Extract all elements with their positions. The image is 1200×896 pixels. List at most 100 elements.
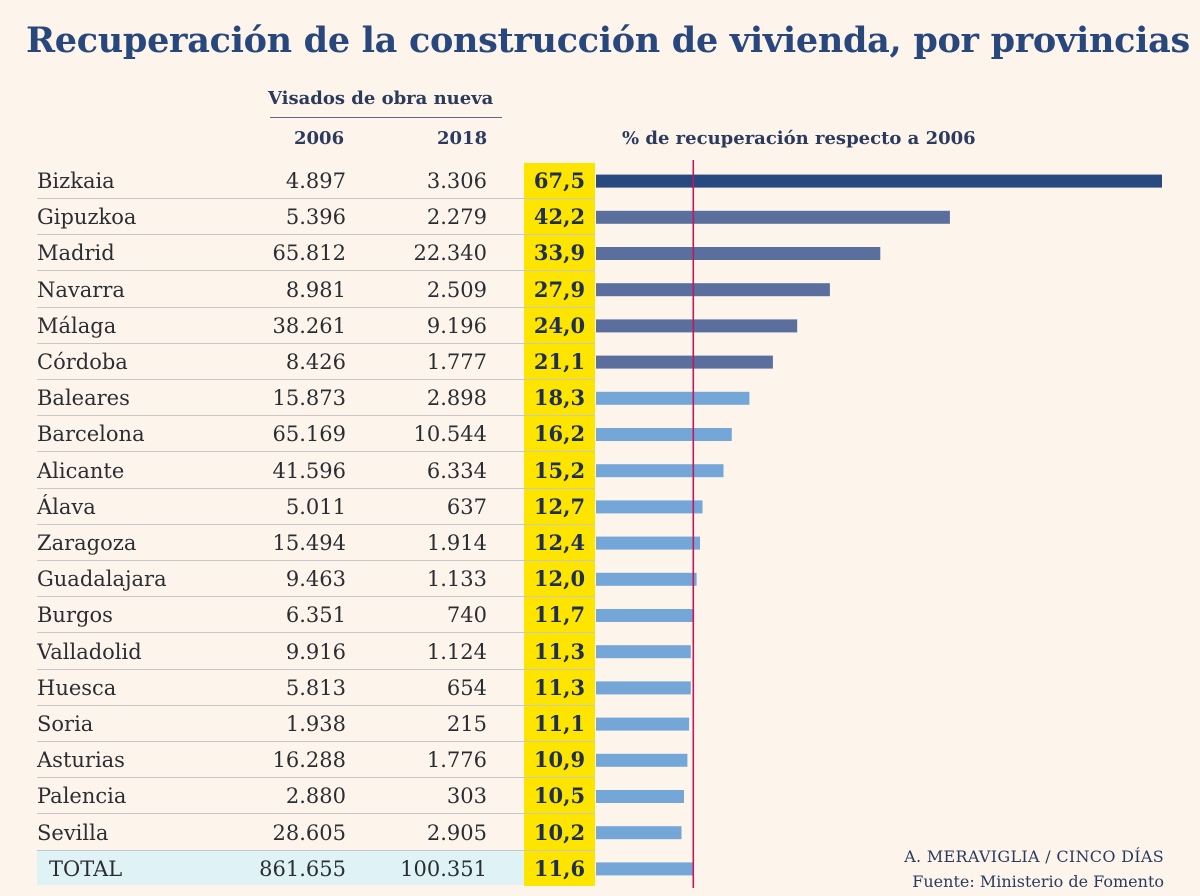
row-divider — [37, 777, 595, 779]
bar-madrid — [596, 247, 881, 260]
bar-navarra — [596, 283, 830, 297]
value-2018: 303 — [446, 784, 487, 809]
table-row: Madrid 65.812 22.340 33,9 — [37, 235, 595, 272]
pct-value: 16,2 — [533, 421, 586, 447]
pct-value: 24,0 — [533, 312, 586, 338]
row-divider — [37, 849, 595, 851]
row-divider — [37, 270, 595, 272]
value-2006: 8.426 — [285, 350, 346, 374]
bar-baleares — [596, 391, 750, 405]
value-2006: 38.261 — [272, 313, 346, 338]
value-2018: 2.279 — [426, 205, 487, 230]
value-2018: 215 — [446, 712, 487, 736]
province-name: Navarra — [37, 277, 125, 302]
value-2006: 2.880 — [285, 784, 346, 809]
province-name: Córdoba — [37, 350, 128, 374]
value-2018: 10.544 — [413, 422, 487, 447]
value-2018: 1.133 — [426, 567, 487, 592]
value-2018: 1.777 — [426, 350, 487, 374]
province-name: Baleares — [37, 386, 130, 411]
value-2006: 65.812 — [272, 241, 346, 266]
value-2018: 1.914 — [426, 531, 487, 555]
value-2006: 1.938 — [285, 712, 346, 736]
table-row: Bizkaia 4.897 3.306 67,5 — [37, 163, 595, 199]
value-2006: 6.351 — [285, 603, 346, 628]
pct-value: 11,3 — [533, 674, 586, 700]
pct-value: 21,1 — [533, 349, 586, 374]
table-row: Burgos 6.351 740 11,7 — [37, 597, 595, 634]
table-row: Sevilla 28.605 2.905 10,2 — [37, 815, 595, 851]
table-row: Navarra 8.981 2.509 27,9 — [37, 272, 595, 308]
province-name: Burgos — [37, 603, 113, 628]
header-2006: 2006 — [294, 128, 345, 149]
table-row: Huesca 5.813 654 11,3 — [37, 670, 595, 706]
row-divider — [37, 523, 595, 525]
row-divider — [37, 704, 595, 706]
pct-value: 27,9 — [533, 276, 586, 302]
bar-gipuzkoa — [596, 210, 950, 224]
header-pct: % de recuperación respecto a 2006 — [622, 128, 976, 149]
province-name: Álava — [37, 494, 96, 519]
bar-soria — [596, 717, 690, 731]
value-2018: 2.905 — [426, 820, 487, 845]
province-name: Zaragoza — [37, 531, 137, 555]
province-name: Alicante — [37, 458, 125, 483]
row-divider — [37, 813, 595, 815]
value-2018: 1.776 — [426, 748, 487, 773]
value-2006: 5.396 — [285, 205, 346, 230]
value-2018: 6.334 — [426, 458, 487, 483]
province-name: Málaga — [37, 313, 117, 338]
row-divider — [37, 487, 595, 489]
province-name: Sevilla — [37, 820, 109, 845]
bar-alicante — [596, 464, 724, 478]
pct-value: 67,5 — [533, 168, 586, 193]
value-2006: 41.596 — [272, 458, 346, 483]
province-name: Asturias — [37, 748, 125, 773]
province-name: Gipuzkoa — [37, 205, 137, 230]
table-row: Soria 1.938 215 11,1 — [37, 706, 595, 742]
pct-value: 12,0 — [533, 566, 586, 592]
row-divider — [37, 668, 595, 670]
bar-palencia — [596, 790, 684, 803]
header-2018: 2018 — [437, 128, 488, 149]
table-row: Guadalajara 9.463 1.133 12,0 — [37, 561, 595, 598]
bar-málaga — [596, 319, 798, 333]
pct-value: 11,1 — [533, 711, 586, 736]
value-2006: 8.981 — [285, 277, 346, 302]
bar-burgos — [596, 609, 695, 622]
table-row: Baleares 15.873 2.898 18,3 — [37, 380, 595, 417]
row-divider — [37, 415, 595, 417]
province-name: Huesca — [37, 675, 117, 700]
row-divider — [37, 379, 595, 380]
pct-value: 18,3 — [533, 385, 586, 411]
bar-guadalajara — [596, 572, 697, 586]
bar-córdoba — [596, 355, 773, 369]
table-row: Gipuzkoa 5.396 2.279 42,2 — [37, 199, 595, 236]
province-name: TOTAL — [49, 856, 123, 881]
value-2006: 9.463 — [285, 567, 346, 592]
value-2018: 654 — [446, 675, 487, 700]
value-2006: 15.873 — [272, 386, 346, 411]
table-row: Álava 5.011 637 12,7 — [37, 489, 595, 525]
value-2018: 637 — [446, 494, 487, 519]
chart-title: Recuperación de la construcción de vivie… — [26, 20, 1190, 61]
pct-value: 10,5 — [533, 783, 586, 809]
value-2018: 22.340 — [413, 241, 487, 266]
row-divider — [37, 306, 595, 308]
pct-value: 42,2 — [533, 204, 586, 230]
pct-value: 12,7 — [533, 493, 586, 519]
table-row: Barcelona 65.169 10.544 16,2 — [37, 416, 595, 453]
pct-value: 12,4 — [533, 530, 586, 555]
bar-barcelona — [596, 428, 732, 441]
value-2006: 5.813 — [285, 675, 346, 700]
table-row: Córdoba 8.426 1.777 21,1 — [37, 344, 595, 380]
total-row: TOTAL 861.655 100.351 11,6 — [37, 851, 595, 887]
table-row: Valladolid 9.916 1.124 11,3 — [37, 634, 595, 670]
value-2006: 4.897 — [285, 169, 346, 193]
total-row-background — [37, 850, 524, 885]
value-2018: 1.124 — [426, 639, 487, 664]
value-2018: 740 — [446, 603, 487, 628]
bar-sevilla — [596, 826, 682, 840]
value-2018: 2.509 — [426, 277, 487, 302]
